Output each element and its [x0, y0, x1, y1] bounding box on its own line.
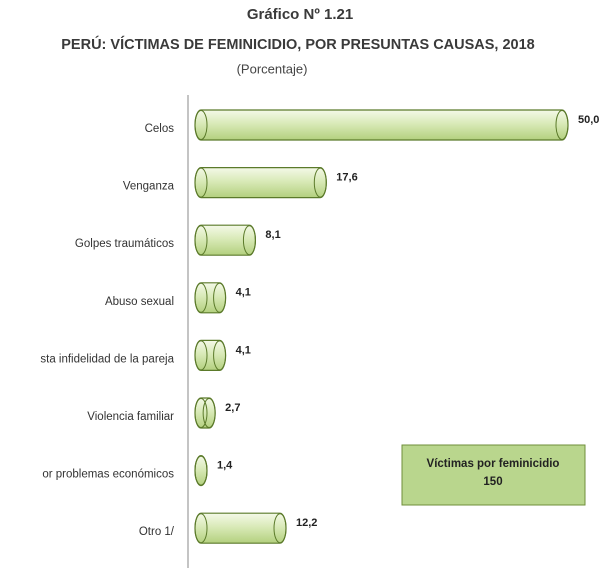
- category-label: Venganza: [123, 181, 175, 193]
- bar-cap: [194, 167, 208, 198]
- bar-cap: [194, 513, 208, 544]
- category-label: Golpes traumáticos: [75, 238, 174, 250]
- category-label: Abuso sexual: [105, 296, 174, 308]
- category-label: sta infidelidad de la pareja: [40, 353, 174, 365]
- annotation-value: 150: [483, 476, 502, 488]
- value-label: 4,1: [236, 344, 251, 356]
- bar: [194, 512, 287, 544]
- bar-cap: [194, 110, 208, 140]
- category-label: Violencia familiar: [87, 411, 174, 423]
- bar-cap: [194, 282, 208, 313]
- bar-end: [213, 282, 227, 313]
- category-label: Otro 1/: [139, 526, 175, 538]
- annotation-title: Víctimas por feminicidio: [427, 458, 560, 470]
- bar: [194, 339, 227, 371]
- chart-subtitle: PERÚ: VÍCTIMAS DE FEMINICIDIO, POR PRESU…: [61, 35, 534, 53]
- bar-end: [313, 167, 327, 198]
- bar-end: [555, 110, 569, 140]
- category-label: or problemas económicos: [42, 469, 174, 481]
- value-label: 12,2: [296, 517, 317, 529]
- bar-cap: [194, 340, 208, 371]
- value-label: 8,1: [265, 229, 280, 241]
- bar-end: [213, 340, 227, 371]
- bar-end: [242, 225, 256, 256]
- bar-end: [202, 398, 216, 428]
- bar-cap: [194, 225, 208, 256]
- unit-label: (Porcentaje): [237, 61, 308, 76]
- value-label: 2,7: [225, 402, 240, 414]
- value-label: 1,4: [217, 460, 233, 472]
- bar: [194, 167, 327, 199]
- bar-end: [273, 513, 287, 544]
- category-label: Celos: [145, 123, 175, 135]
- value-label: 50,0: [578, 114, 599, 126]
- bar-cap: [194, 398, 208, 428]
- value-label: 17,6: [336, 172, 357, 184]
- value-label: 4,1: [236, 287, 251, 299]
- bar-end: [194, 455, 208, 486]
- annotation-box: [401, 444, 586, 506]
- chart-title: Gráfico Nº 1.21: [247, 6, 353, 23]
- bar: [194, 109, 569, 141]
- bar: [194, 282, 227, 314]
- bar: [194, 224, 257, 256]
